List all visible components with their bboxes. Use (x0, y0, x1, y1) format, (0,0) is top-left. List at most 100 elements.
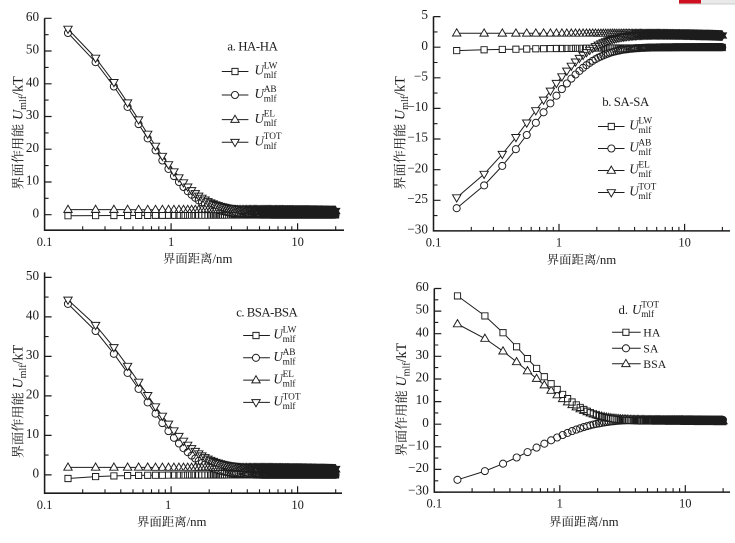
svg-text:mlf: mlf (283, 379, 297, 390)
svg-text:BSA: BSA (643, 357, 666, 371)
svg-text:/nm: /nm (599, 515, 619, 529)
svg-text:U: U (629, 140, 640, 155)
svg-text:1: 1 (556, 236, 562, 250)
svg-text:20: 20 (416, 370, 430, 385)
svg-text:mlf: mlf (264, 70, 278, 81)
svg-text:/nm: /nm (596, 253, 616, 267)
svg-text:−20: −20 (408, 460, 429, 475)
svg-text:mlf: mlf (400, 95, 411, 110)
svg-text:U: U (632, 302, 643, 317)
svg-text:LW: LW (264, 62, 278, 72)
svg-text:AB: AB (283, 348, 296, 358)
svg-text:mlf: mlf (18, 364, 29, 379)
svg-text:50: 50 (26, 268, 40, 283)
svg-text:10: 10 (416, 392, 430, 407)
svg-text:10: 10 (26, 426, 40, 441)
svg-text:mlf: mlf (638, 125, 652, 136)
svg-text:SA: SA (643, 341, 659, 355)
svg-text:TOT: TOT (638, 183, 656, 193)
svg-text:5: 5 (421, 7, 428, 22)
svg-text:EL: EL (264, 110, 276, 120)
svg-text:20: 20 (26, 387, 40, 402)
svg-text:0: 0 (421, 38, 428, 53)
svg-text:TOT: TOT (264, 132, 282, 142)
svg-text:mlf: mlf (283, 334, 297, 345)
svg-text:30: 30 (416, 347, 430, 362)
svg-text:/kT: /kT (393, 76, 409, 96)
svg-text:−15: −15 (407, 130, 428, 145)
svg-text:mlf: mlf (641, 309, 655, 320)
svg-text:mlf: mlf (264, 141, 278, 152)
svg-text:0.1: 0.1 (37, 235, 53, 249)
svg-text:1: 1 (168, 235, 174, 249)
svg-text:0: 0 (33, 205, 40, 220)
svg-text:a. HA-HA: a. HA-HA (227, 40, 278, 54)
svg-text:−10: −10 (407, 99, 428, 114)
svg-text:c. BSA-BSA: c. BSA-BSA (236, 305, 298, 319)
svg-text:AB: AB (264, 85, 277, 95)
svg-text:U: U (273, 394, 284, 409)
svg-text:40: 40 (416, 324, 430, 339)
svg-text:U: U (255, 86, 266, 101)
svg-text:b. SA-SA: b. SA-SA (602, 95, 650, 109)
svg-text:40: 40 (26, 308, 40, 323)
svg-text:60: 60 (26, 9, 40, 24)
svg-text:mlf: mlf (638, 191, 652, 202)
svg-text:10: 10 (678, 236, 691, 250)
svg-text:mlf: mlf (264, 118, 278, 129)
svg-text:0.1: 0.1 (37, 498, 53, 512)
svg-text:U: U (255, 111, 266, 126)
svg-text:50: 50 (26, 42, 40, 57)
svg-text:/kT: /kT (11, 76, 27, 96)
svg-text:mlf: mlf (283, 401, 297, 412)
svg-text:10: 10 (291, 235, 304, 249)
svg-text:d.: d. (619, 303, 629, 317)
svg-text:U: U (11, 108, 27, 120)
svg-text:U: U (273, 349, 284, 364)
svg-text:mlf: mlf (18, 95, 29, 110)
svg-text:mlf: mlf (638, 169, 652, 180)
svg-text:−25: −25 (407, 191, 428, 206)
svg-text:U: U (629, 118, 640, 133)
svg-text:1: 1 (165, 498, 171, 512)
svg-text:U: U (393, 108, 409, 120)
svg-text:0: 0 (33, 466, 40, 481)
svg-text:−5: −5 (414, 68, 428, 83)
svg-text:mlf: mlf (402, 362, 413, 377)
svg-text:AB: AB (638, 139, 651, 149)
svg-text:LW: LW (283, 326, 297, 336)
svg-text:U: U (255, 133, 266, 148)
svg-text:/kT: /kT (394, 342, 410, 362)
svg-text:0.1: 0.1 (426, 497, 442, 511)
svg-text:LW: LW (638, 117, 652, 127)
svg-text:U: U (273, 371, 284, 386)
svg-text:/kT: /kT (11, 344, 27, 364)
svg-text:U: U (394, 375, 410, 387)
svg-text:−30: −30 (407, 222, 428, 237)
svg-text:EL: EL (283, 370, 295, 380)
svg-text:mlf: mlf (283, 356, 297, 367)
svg-text:U: U (273, 327, 284, 342)
svg-text:1: 1 (557, 497, 563, 511)
svg-text:EL: EL (638, 161, 650, 171)
svg-text:50: 50 (416, 302, 430, 317)
svg-text:TOT: TOT (283, 392, 301, 402)
svg-text:U: U (629, 162, 640, 177)
svg-text:U: U (255, 63, 266, 78)
svg-text:−10: −10 (408, 437, 429, 452)
svg-text:U: U (629, 184, 640, 199)
svg-text:U: U (11, 377, 27, 389)
svg-text:30: 30 (26, 107, 40, 122)
svg-text:/nm: /nm (187, 515, 207, 529)
svg-text:20: 20 (26, 140, 40, 155)
svg-text:0.1: 0.1 (426, 236, 442, 250)
svg-text:60: 60 (416, 279, 430, 294)
svg-text:30: 30 (26, 347, 40, 362)
svg-text:/nm: /nm (213, 252, 233, 266)
svg-text:10: 10 (26, 173, 40, 188)
svg-text:−30: −30 (408, 483, 429, 498)
svg-text:mlf: mlf (264, 94, 278, 105)
svg-text:−20: −20 (407, 160, 428, 175)
svg-text:HA: HA (643, 325, 661, 339)
svg-text:TOT: TOT (641, 301, 659, 311)
